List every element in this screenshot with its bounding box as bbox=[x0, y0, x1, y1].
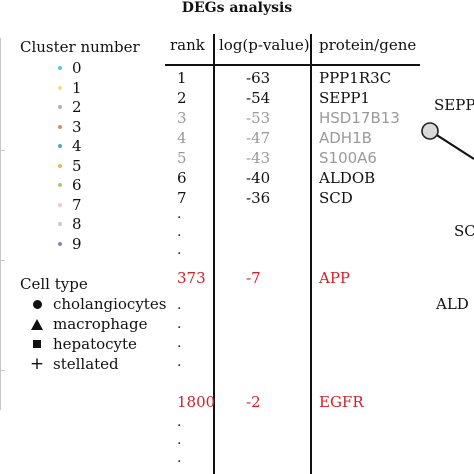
cluster-label: 6 bbox=[72, 176, 82, 194]
network-edge-svg bbox=[421, 122, 474, 160]
table-cell-gene: S100A6 bbox=[319, 149, 377, 167]
celltype-label: stellated bbox=[53, 355, 119, 373]
table-cell-gene: ALDOB bbox=[319, 169, 376, 187]
cluster-label: 3 bbox=[72, 117, 82, 136]
table-cell-rank: 5 bbox=[177, 149, 187, 167]
cluster-label: 1 bbox=[72, 78, 82, 97]
node-label-sepp: SEPP bbox=[434, 96, 474, 114]
column-header-gene: protein/gene bbox=[319, 36, 417, 54]
cluster-legend-item: 3 bbox=[58, 117, 82, 137]
celltype-legend-item: macrophage bbox=[30, 314, 147, 334]
cluster-legend-item: 7 bbox=[58, 195, 82, 215]
cluster-legend-title: Cluster number bbox=[20, 38, 140, 56]
ellipsis-dot: · bbox=[177, 301, 182, 317]
ellipsis-dot: · bbox=[177, 418, 182, 434]
cluster-legend-item: 9 bbox=[58, 234, 82, 254]
table-cell-logp: -2 bbox=[246, 393, 261, 411]
table-cell-rank: 3 bbox=[177, 109, 187, 127]
table-cell-logp: -43 bbox=[246, 149, 271, 167]
table-cell-gene: EGFR bbox=[319, 393, 364, 411]
square-icon bbox=[33, 340, 41, 348]
column-divider-2 bbox=[310, 34, 312, 474]
ellipsis-dot: · bbox=[177, 339, 182, 355]
celltype-label: hepatocyte bbox=[53, 335, 137, 353]
table-cell-gene: SCD bbox=[319, 189, 353, 207]
cluster-color-dot bbox=[58, 202, 62, 207]
ellipsis-dot: · bbox=[177, 454, 182, 470]
node-label-scd: SC bbox=[454, 222, 474, 240]
cluster-label: 2 bbox=[72, 98, 82, 116]
celltype-legend-item: cholangiocytes bbox=[30, 294, 166, 314]
cluster-label: 7 bbox=[72, 195, 82, 214]
ellipsis-dot: · bbox=[177, 436, 182, 452]
table-cell-rank: 373 bbox=[177, 269, 206, 287]
table-cell-gene: PPP1R3C bbox=[319, 69, 392, 87]
column-divider-1 bbox=[213, 34, 215, 474]
cluster-color-dot bbox=[58, 183, 62, 187]
cluster-color-dot bbox=[58, 144, 62, 148]
cluster-label: 5 bbox=[72, 156, 82, 175]
border-tick bbox=[1, 370, 5, 371]
table-cell-logp: -54 bbox=[246, 89, 271, 107]
network-node bbox=[421, 122, 439, 140]
cluster-legend-item: 8 bbox=[58, 214, 82, 234]
table-cell-logp: -7 bbox=[246, 269, 261, 287]
celltype-legend-item: hepatocyte bbox=[30, 334, 137, 354]
cluster-color-dot bbox=[58, 105, 62, 109]
cluster-color-dot bbox=[58, 241, 62, 246]
table-cell-gene: APP bbox=[319, 269, 351, 287]
ellipsis-dot: · bbox=[177, 246, 182, 262]
celltype-label: cholangiocytes bbox=[53, 295, 167, 313]
ellipsis-dot: · bbox=[177, 358, 182, 374]
table-cell-gene: ADH1B bbox=[319, 129, 372, 147]
border-tick bbox=[1, 260, 5, 261]
table-cell-logp: -63 bbox=[246, 69, 271, 87]
triangle-icon bbox=[31, 318, 43, 330]
celltype-label: macrophage bbox=[53, 315, 148, 333]
cluster-label: 4 bbox=[72, 137, 82, 155]
border-tick bbox=[1, 150, 5, 151]
cluster-label: 0 bbox=[72, 59, 82, 77]
cluster-legend-item: 6 bbox=[58, 175, 82, 195]
table-cell-logp: -40 bbox=[246, 169, 271, 187]
cluster-color-dot bbox=[58, 66, 62, 70]
table-cell-rank: 4 bbox=[177, 129, 187, 147]
table-cell-gene: HSD17B13 bbox=[319, 109, 400, 127]
table-cell-rank: 1 bbox=[177, 69, 187, 87]
cluster-color-dot bbox=[58, 222, 62, 226]
cluster-legend-item: 0 bbox=[58, 58, 82, 78]
table-cell-rank: 6 bbox=[177, 169, 187, 187]
node-label-aldo: ALD bbox=[436, 295, 469, 313]
cluster-color-dot bbox=[58, 163, 62, 168]
column-header-logp: log(p-value) bbox=[219, 36, 310, 54]
cluster-legend-item: 4 bbox=[58, 136, 82, 156]
column-header-rank: rank bbox=[170, 36, 205, 54]
left-panel-border bbox=[0, 38, 5, 410]
cluster-label: 9 bbox=[72, 234, 82, 253]
celltype-legend-item: + stellated bbox=[30, 354, 119, 374]
network-edge bbox=[431, 131, 474, 160]
cluster-legend-item: 5 bbox=[58, 156, 82, 176]
cluster-color-dot bbox=[58, 85, 62, 90]
cluster-legend-item: 1 bbox=[58, 78, 82, 98]
table-cell-rank: 7 bbox=[177, 189, 187, 207]
ellipsis-dot: · bbox=[177, 228, 182, 244]
celltype-legend-title: Cell type bbox=[20, 275, 88, 293]
table-cell-rank: 2 bbox=[177, 89, 187, 107]
table-cell-gene: SEPP1 bbox=[319, 89, 370, 107]
header-rule bbox=[165, 64, 420, 66]
cluster-label: 8 bbox=[72, 215, 82, 233]
cluster-color-dot bbox=[58, 124, 62, 129]
ellipsis-dot: · bbox=[177, 210, 182, 226]
circle-icon bbox=[32, 299, 42, 309]
table-cell-logp: -53 bbox=[246, 109, 271, 127]
table-cell-logp: -47 bbox=[246, 129, 271, 147]
ellipsis-dot: · bbox=[177, 320, 182, 336]
table-cell-logp: -36 bbox=[246, 189, 271, 207]
figure-title: DEGs analysis bbox=[181, 0, 293, 16]
table-cell-rank: 1800 bbox=[177, 393, 216, 411]
cluster-legend-item: 2 bbox=[58, 97, 82, 117]
plus-icon: + bbox=[29, 353, 45, 374]
